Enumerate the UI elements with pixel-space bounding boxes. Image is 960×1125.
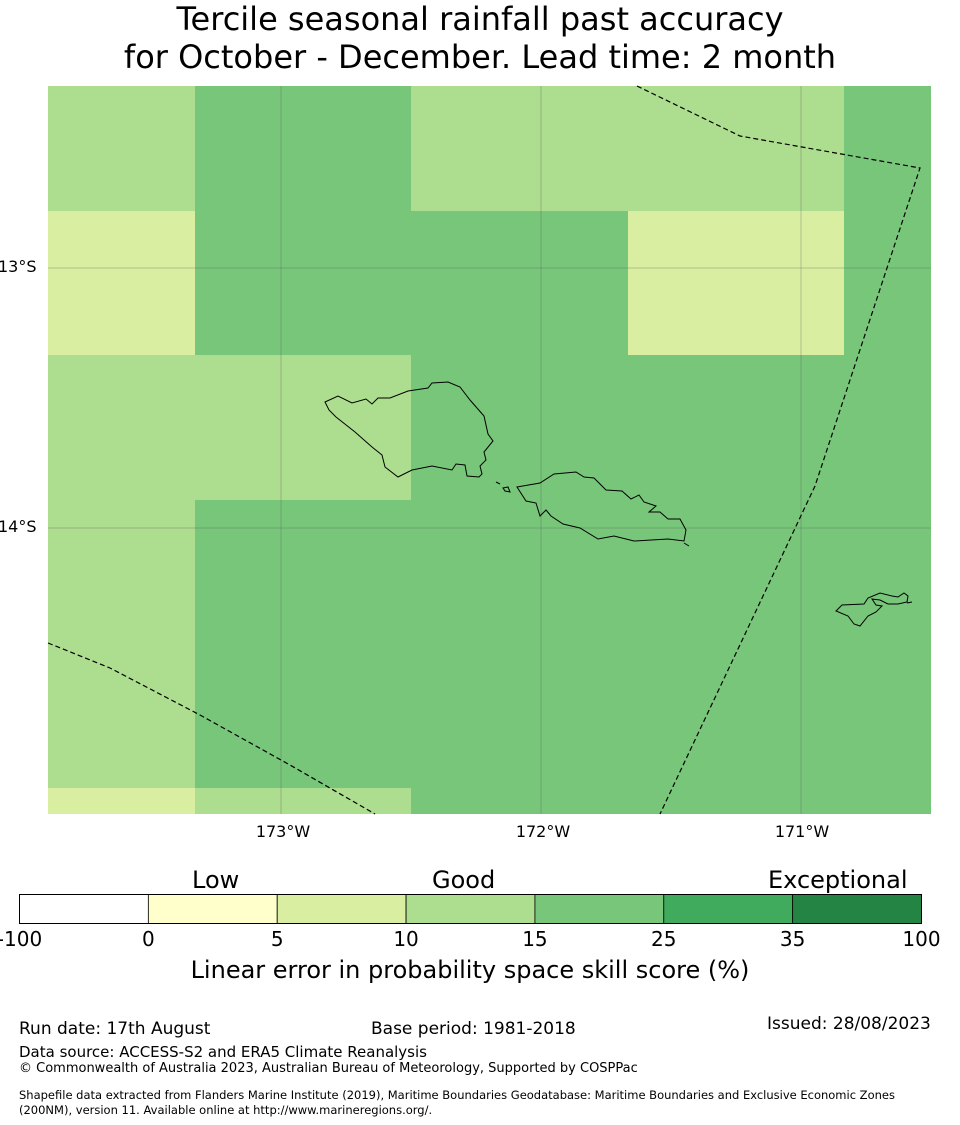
upolu-island-outline xyxy=(516,471,687,542)
aunuu-islet xyxy=(906,601,913,604)
map-cell xyxy=(411,86,844,211)
map-title-line2: for October - December. Lead time: 2 mon… xyxy=(123,38,837,76)
colorbar-border xyxy=(19,894,922,924)
colorbar-segment xyxy=(405,894,536,924)
data-source: Data source: ACCESS-S2 and ERA5 Climate … xyxy=(19,1043,427,1061)
lat-label-13s: 13°S xyxy=(0,257,37,276)
nuulua-islet xyxy=(683,542,690,547)
maritime-boundaries xyxy=(47,85,921,815)
map-cell xyxy=(628,211,844,355)
issued-date: Issued: 28/08/2023 xyxy=(767,1014,931,1034)
tutuila-island-outline xyxy=(835,592,909,627)
colorbar-segment xyxy=(792,894,922,924)
base-period: Base period: 1981-2018 xyxy=(371,1019,576,1039)
category-label-low: Low xyxy=(192,866,240,894)
colorbar xyxy=(19,894,922,924)
copyright: © Commonwealth of Australia 2023, Austra… xyxy=(19,1061,638,1076)
colorbar-title: Linear error in probability space skill … xyxy=(190,956,750,984)
graticule xyxy=(48,86,931,814)
run-date: Run date: 17th August xyxy=(19,1019,211,1039)
category-label-good: Good xyxy=(432,866,496,894)
shapefile-credit-line1: Shapefile data extracted from Flanders M… xyxy=(19,1088,895,1102)
map-cell xyxy=(48,355,411,500)
map-cell xyxy=(48,788,195,814)
eez-boundary-southwest xyxy=(47,642,376,815)
colorbar-tick-label: 25 xyxy=(651,927,677,951)
colorbar-segment xyxy=(276,894,407,924)
colorbar-segment xyxy=(147,894,278,924)
colorbar-tick-label: 15 xyxy=(522,927,548,951)
colorbar-tick-label: -100 xyxy=(0,927,43,951)
lat-label-14s: 14°S xyxy=(0,517,37,536)
map-cell xyxy=(195,788,411,814)
colorbar-segment xyxy=(663,894,794,924)
colorbar-tick-label: 5 xyxy=(270,927,284,951)
shapefile-credit-line2: (200NM), version 11. Available online at… xyxy=(19,1103,433,1117)
coastlines xyxy=(324,381,913,627)
lon-label-172w: 172°W xyxy=(515,822,571,841)
skill-grid-cells xyxy=(48,86,931,814)
skill-map xyxy=(47,85,931,815)
map-title-line1: Tercile seasonal rainfall past accuracy xyxy=(176,0,784,38)
lon-label-173w: 173°W xyxy=(255,822,311,841)
lon-label-171w: 171°W xyxy=(774,822,830,841)
savaii-island-outline xyxy=(324,381,494,478)
manono-islet xyxy=(495,481,501,485)
colorbar-segment xyxy=(19,894,149,924)
apolima-islet xyxy=(502,486,511,493)
eez-boundary-north xyxy=(636,85,921,815)
map-cell xyxy=(48,86,195,211)
colorbar-tick-label: 10 xyxy=(393,927,419,951)
map-cell xyxy=(48,500,195,788)
colorbar-segment xyxy=(534,894,665,924)
colorbar-tick-label: 0 xyxy=(141,927,155,951)
colorbar-tick-label: 35 xyxy=(779,927,806,951)
category-label-exceptional: Exceptional xyxy=(768,866,908,894)
map-cell xyxy=(48,211,195,355)
colorbar-tick-label: 100 xyxy=(902,927,941,951)
